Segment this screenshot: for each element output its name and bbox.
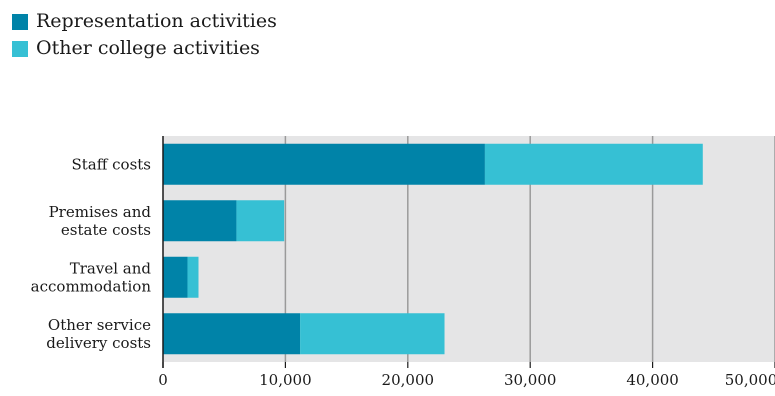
category-label-1: Premises and estate costs	[49, 203, 152, 239]
x-tick-label-0: 0	[158, 371, 168, 389]
legend-item-other-college: Other college activities	[12, 35, 277, 62]
bar-other-college-3	[300, 313, 445, 355]
bar-representation-1	[163, 200, 237, 242]
x-tick-label-5: 50,000	[725, 371, 775, 389]
legend-swatch-representation	[12, 13, 28, 30]
x-tick-label-1: 10,000	[259, 371, 312, 389]
bar-other-college-0	[484, 143, 703, 185]
legend-label-representation: Representation activities	[36, 10, 277, 32]
bar-other-college-1	[236, 200, 285, 242]
category-label-3: Other service delivery costs	[46, 316, 151, 352]
category-label-2: Travel and accommodation	[31, 259, 152, 295]
bar-other-college-2	[187, 256, 199, 298]
bar-representation-3	[163, 313, 301, 355]
bar-representation-2	[163, 256, 188, 298]
legend-swatch-other-college	[12, 40, 28, 57]
chart-legend: Representation activities Other college …	[12, 8, 277, 62]
legend-item-representation: Representation activities	[12, 8, 277, 35]
x-tick-label-4: 40,000	[626, 371, 679, 389]
legend-label-other-college: Other college activities	[36, 37, 260, 59]
x-tick-label-3: 30,000	[504, 371, 557, 389]
x-tick-label-2: 20,000	[382, 371, 435, 389]
bar-representation-0	[163, 143, 485, 185]
category-label-0: Staff costs	[71, 155, 151, 173]
